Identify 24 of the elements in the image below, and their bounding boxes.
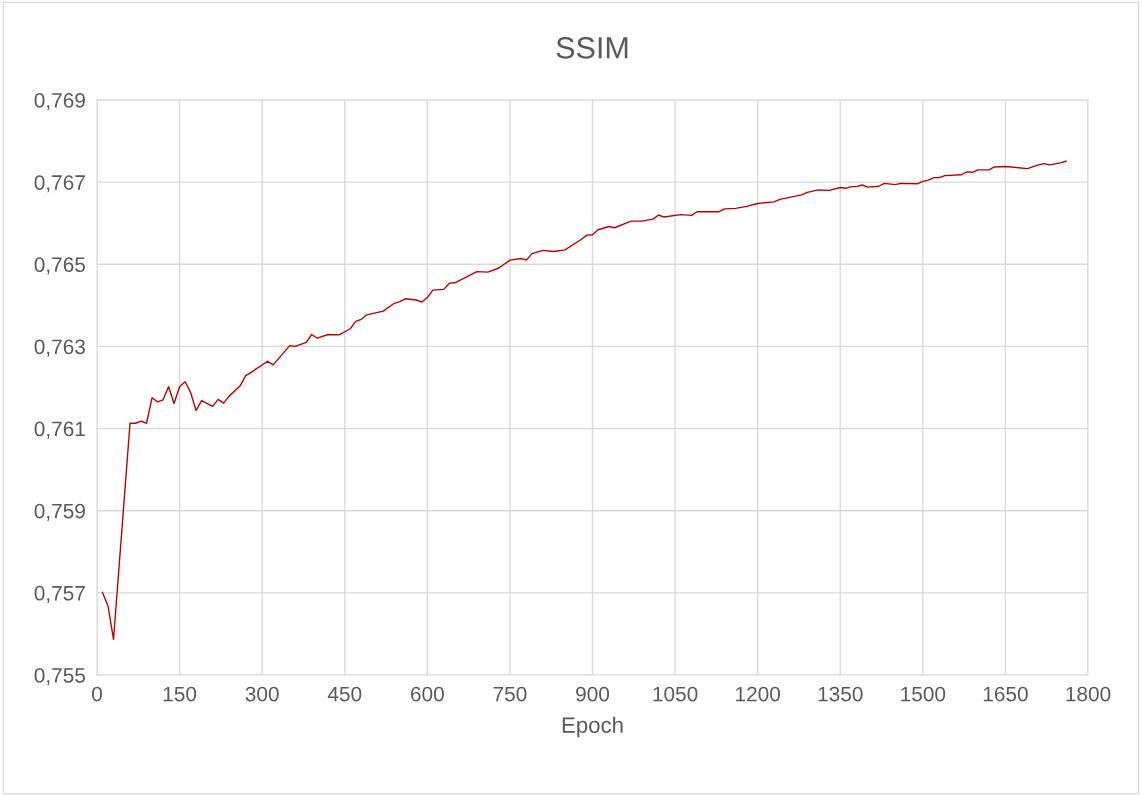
y-tick-label: 0,757: [34, 585, 85, 604]
x-tick-label: 150: [163, 686, 197, 702]
x-tick-label: 900: [576, 686, 610, 702]
x-tick-label: 300: [245, 686, 279, 702]
y-tick-label: 0,759: [34, 503, 85, 521]
x-tick-label: 600: [411, 686, 444, 702]
x-tick-label: 1350: [818, 686, 863, 702]
y-tick-label: 0,767: [34, 175, 85, 193]
y-tick-label: 0,761: [34, 421, 85, 439]
y-tick-label: 0,769: [34, 93, 85, 111]
x-axis-title: Epoch: [562, 716, 623, 738]
x-tick-label: 1650: [983, 686, 1028, 702]
x-tick-label: 750: [493, 686, 527, 702]
chart-title: SSIM: [556, 37, 628, 59]
y-tick-label: 0,765: [34, 257, 86, 275]
x-tick-label: 450: [327, 686, 362, 702]
x-tick-label: 1200: [736, 686, 781, 702]
y-tick-label: 0,763: [34, 339, 85, 357]
x-tick-label: 0: [92, 686, 102, 702]
line-series: [101, 160, 1067, 640]
x-tick-label: 1050: [653, 686, 698, 702]
x-tick-label: 1500: [901, 686, 946, 702]
y-tick-label: 0,755: [34, 668, 86, 686]
x-tick-label: 1800: [1066, 686, 1111, 702]
